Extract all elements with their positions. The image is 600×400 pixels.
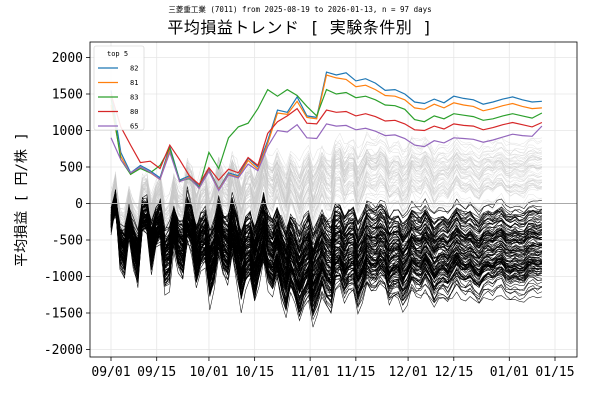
background-series-line-negative	[110, 202, 543, 313]
series-line-82	[110, 71, 542, 191]
chart-title: 平均損益トレンド [ 実験条件別 ]	[167, 18, 433, 37]
x-tick-label: 11/15	[336, 365, 375, 380]
series-layer	[110, 71, 543, 192]
background-series-line-positive	[110, 141, 543, 216]
background-series-line-positive	[110, 147, 542, 210]
background-series-line-positive	[110, 150, 542, 224]
y-tick-label: 1000	[52, 124, 83, 139]
y-tick-label: -1000	[44, 270, 83, 285]
y-tick-label: 2000	[52, 51, 83, 66]
background-series-line-positive	[110, 173, 542, 254]
y-axis: -2000 -1500 -1000 -500 0 500 1000 1500 2000	[44, 51, 90, 358]
background-series-line-positive	[110, 150, 542, 222]
y-tick-label: 0	[75, 197, 83, 212]
x-tick-label: 01/01	[490, 365, 529, 380]
series-line-80	[110, 93, 543, 186]
background-series-line-negative	[110, 195, 542, 248]
x-axis: 09/01 09/15 10/01 10/15 11/01 11/15 12/01 12/15…	[91, 357, 575, 380]
y-tick-label: -1500	[44, 307, 83, 322]
x-tick-label: 09/15	[137, 365, 176, 380]
legend-label-83: 83	[130, 94, 138, 102]
x-tick-label: 11/01	[291, 365, 330, 380]
background-series-line-negative	[110, 215, 542, 285]
background-series-line-negative	[110, 207, 543, 265]
legend-box	[93, 45, 145, 131]
legend-label-82: 82	[130, 65, 138, 73]
x-tick-label: 10/15	[235, 365, 274, 380]
legend: top 5 82 81 83 80 65	[93, 45, 145, 131]
legend-label-80: 80	[130, 108, 138, 116]
chart-subtitle: 三菱重工業 (7011) from 2025-08-19 to 2026-01-…	[168, 5, 432, 14]
background-series-line-negative	[110, 212, 542, 298]
series-line-65	[110, 123, 543, 192]
x-tick-label: 09/01	[91, 365, 130, 380]
background-series-line-negative	[110, 191, 542, 249]
legend-label-81: 81	[130, 79, 138, 87]
background-series	[110, 130, 543, 328]
background-series-line-negative	[110, 203, 542, 254]
background-series-line-negative	[110, 203, 543, 264]
background-series-line-positive	[110, 159, 542, 234]
background-series-line-negative	[110, 199, 542, 253]
background-series-line-positive	[110, 132, 542, 209]
background-series-line-positive	[110, 155, 542, 234]
y-tick-label: 1500	[52, 88, 83, 103]
background-series-line-negative	[110, 200, 542, 270]
plot-frame	[89, 41, 578, 358]
background-series-line-positive	[110, 155, 542, 240]
background-series-line-negative	[110, 198, 542, 239]
background-series-line-positive	[110, 147, 542, 218]
x-tick-label: 10/01	[189, 365, 228, 380]
x-tick-label: 01/15	[535, 365, 574, 380]
background-series-line-negative	[110, 208, 543, 328]
y-axis-label: 平均損益 [ 円/株 ]	[14, 132, 30, 267]
y-tick-label: -500	[52, 234, 83, 249]
legend-title: top 5	[107, 50, 128, 58]
background-series-line-positive	[110, 153, 542, 236]
background-series-line-negative	[110, 209, 543, 285]
background-series-line-negative	[110, 200, 543, 298]
background-series-line-positive	[110, 160, 542, 224]
x-tick-label: 12/15	[434, 365, 473, 380]
background-series-line-negative	[110, 199, 542, 261]
legend-label-65: 65	[130, 123, 138, 131]
background-series-line-negative	[110, 186, 542, 251]
background-series-line-positive	[110, 148, 542, 223]
x-tick-label: 12/01	[389, 365, 428, 380]
y-tick-label: -2000	[44, 343, 83, 358]
y-tick-label: 500	[60, 161, 83, 176]
